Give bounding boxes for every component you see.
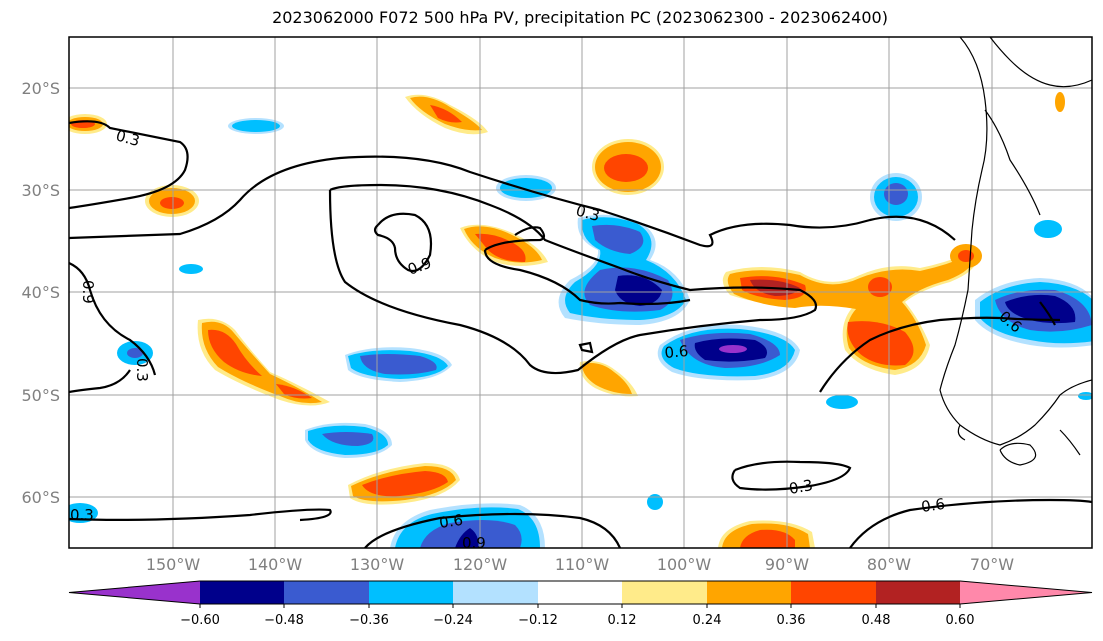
lon-label: 100°W (657, 555, 712, 574)
colorbar-swatch (538, 581, 622, 604)
colorbar-tick-label: 0.48 (862, 613, 891, 628)
colorbar-swatch (453, 581, 538, 604)
lon-label: 130°W (350, 555, 405, 574)
map-title: 2023062000 F072 500 hPa PV, precipitatio… (272, 8, 888, 27)
lon-label: 80°W (867, 555, 911, 574)
colorbar-swatch (876, 581, 960, 604)
contour-label: 0.3 (133, 358, 151, 382)
contour-label: 0.6 (920, 495, 946, 516)
colorbar-tick-label: 0.12 (608, 613, 637, 628)
colorbar-tick-label: −0.48 (264, 613, 304, 628)
colorbar-swatch (200, 581, 284, 604)
colorbar-tick-label: 0.24 (693, 613, 722, 628)
colorbar-swatch (622, 581, 707, 604)
lat-label: 60°S (21, 488, 60, 507)
contour-label: 0.3 (574, 201, 602, 225)
colorbar-extend-low (69, 581, 200, 604)
colorbar-tick-label: 0.36 (777, 613, 806, 628)
precip-shading (69, 92, 1092, 548)
colorbar-swatch (284, 581, 369, 604)
colorbar-tick-label: −0.12 (518, 613, 558, 628)
colorbar-extend-high (960, 581, 1092, 604)
contour-label: 0.6 (664, 342, 689, 362)
lat-label: 40°S (21, 283, 60, 302)
contour-label: 0.9 (462, 534, 486, 552)
colorbar-tick-label: 0.60 (946, 613, 975, 628)
colorbar-swatch (791, 581, 876, 604)
lon-label: 110°W (555, 555, 610, 574)
lon-label: 70°W (970, 555, 1014, 574)
colorbar-tick-label: −0.60 (180, 613, 220, 628)
lon-labels: 150°W 140°W 130°W 120°W 110°W 100°W 90°W… (146, 555, 1014, 574)
lat-labels: 20°S 30°S 40°S 50°S 60°S (21, 79, 60, 507)
colorbar-labels: −0.60 −0.48 −0.36 −0.24 −0.12 0.12 0.24 … (180, 613, 974, 628)
colorbar-swatch (369, 581, 453, 604)
colorbar-swatch (707, 581, 791, 604)
lat-label: 50°S (21, 386, 60, 405)
colorbar-tick-label: −0.24 (433, 613, 473, 628)
contour-label: 0.9 (79, 280, 97, 304)
lat-label: 20°S (21, 79, 60, 98)
plot-frame (68, 36, 1093, 549)
lon-label: 140°W (248, 555, 303, 574)
lon-label: 90°W (765, 555, 809, 574)
contour-labels: 0.3 0.3 0.9 0.9 0.6 0.6 0.3 0.3 0.6 0.9 … (70, 126, 1025, 552)
gridlines (69, 37, 1092, 548)
colorbar-tick-label: −0.36 (349, 613, 389, 628)
contour-label: 0.3 (114, 126, 142, 150)
coastline (939, 37, 1092, 466)
pv-contours (69, 120, 1092, 548)
lat-label: 30°S (21, 181, 60, 200)
colorbar (68, 580, 1093, 608)
contour-label: 0.6 (438, 511, 464, 532)
lon-label: 120°W (453, 555, 508, 574)
lon-label: 150°W (146, 555, 201, 574)
contour-label: 0.3 (70, 506, 94, 524)
contour-label: 0.3 (788, 476, 815, 498)
